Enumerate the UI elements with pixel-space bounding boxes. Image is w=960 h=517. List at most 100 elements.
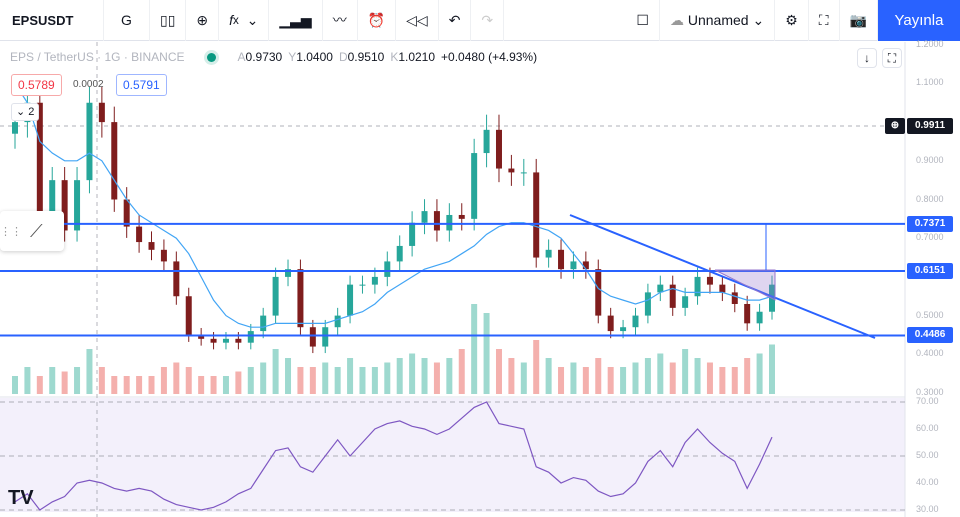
tradingview-logo: TV — [8, 487, 34, 509]
crosshair-price-tag: 0.9911 — [907, 118, 953, 134]
settings-gear-icon[interactable]: ⚙ — [775, 0, 809, 41]
undo-icon[interactable]: ↶ — [439, 0, 472, 41]
volume-bar — [111, 376, 118, 394]
volume-bar — [719, 367, 726, 394]
volume-bar — [558, 367, 565, 394]
snapshot-camera-icon[interactable]: 📷 — [840, 0, 878, 41]
volume-bar — [49, 367, 56, 394]
candle — [582, 261, 589, 270]
candle — [682, 296, 689, 308]
rsi-axis-tick: 50.00 — [916, 450, 939, 460]
buy-button[interactable]: 0.5791 — [116, 74, 167, 96]
candle — [607, 315, 614, 332]
scroll-down-icon[interactable]: ↓ — [857, 48, 877, 68]
layout-name-button[interactable]: ☁ Unnamed ⌄ — [660, 0, 776, 41]
candle — [644, 292, 651, 316]
candle — [136, 226, 143, 243]
volume-bar — [61, 371, 68, 394]
replay-icon[interactable]: ◁◁ — [396, 0, 439, 41]
candle — [744, 303, 751, 324]
volume-bar — [384, 362, 391, 394]
templates-icon[interactable]: ▁▃▅ — [269, 0, 323, 41]
price-axis-tick: 0.8000 — [916, 193, 944, 204]
candle — [433, 211, 440, 231]
price-axis-tick: 0.9000 — [916, 154, 944, 165]
volume-bar — [595, 358, 602, 394]
candle — [334, 315, 341, 328]
volume-bar — [74, 367, 81, 394]
volume-bar — [235, 371, 242, 394]
symbol-search-button[interactable]: EPSUSDT — [0, 0, 104, 41]
volume-bar — [744, 358, 751, 394]
interval-button[interactable]: G — [104, 0, 150, 41]
indicator-templates-icon[interactable]: 〰 — [323, 0, 358, 41]
candle — [483, 129, 490, 154]
volume-bar — [644, 358, 651, 394]
layout-name: Unnamed — [687, 12, 749, 28]
volume-bar — [222, 376, 229, 394]
candle — [359, 284, 366, 286]
volume-bar — [347, 358, 354, 394]
volume-bar — [483, 313, 490, 394]
volume-bar — [632, 362, 639, 394]
volume-bar — [657, 353, 664, 394]
candle — [731, 292, 738, 304]
volume-bar — [769, 344, 775, 394]
candle — [185, 296, 192, 335]
volume-bar — [582, 367, 589, 394]
add-plus-icon[interactable]: ⊕ — [885, 118, 905, 134]
volume-bar — [198, 376, 205, 394]
rsi-pane — [0, 398, 905, 512]
candle — [371, 276, 378, 285]
volume-bar — [570, 362, 577, 394]
alert-icon[interactable]: ⏰ — [358, 0, 397, 41]
volume-bar — [495, 349, 502, 394]
price-axis-tick: 0.3000 — [916, 387, 944, 397]
candle — [322, 327, 329, 347]
candle — [260, 315, 267, 332]
volume-bar — [694, 358, 701, 394]
volume-bar — [409, 353, 416, 394]
volume-bar — [508, 358, 515, 394]
compare-add-icon[interactable]: ⊕ — [186, 0, 220, 41]
trendline-tool-icon[interactable]: ⟋ — [30, 220, 43, 241]
volume-bar — [371, 367, 378, 394]
low-label: D — [338, 50, 348, 64]
candle — [74, 180, 81, 231]
indicator-count: 2 — [28, 106, 35, 118]
redo-icon[interactable]: ↷ — [471, 0, 505, 41]
price-chart[interactable] — [0, 42, 960, 517]
level-price-tag: 0.7371 — [907, 215, 953, 232]
price-axis-tick: 1.1000 — [916, 77, 944, 88]
volume-bar — [706, 362, 713, 394]
candle — [533, 172, 540, 258]
layout-select-icon[interactable]: ☐ — [626, 0, 660, 41]
publish-button[interactable]: Yayınla — [878, 0, 960, 41]
low-value: 0.9510 — [347, 50, 385, 64]
candle — [520, 172, 527, 174]
candles-icon[interactable]: ▯▯ — [150, 0, 187, 41]
volume-bar — [148, 376, 155, 394]
candle — [210, 338, 217, 343]
drag-handle-icon[interactable]: ⋮⋮ — [0, 225, 22, 238]
volume-bar — [471, 304, 478, 394]
volume-bar — [359, 367, 366, 394]
sell-button[interactable]: 0.5789 — [11, 74, 62, 96]
fullscreen-icon[interactable]: ⛶ — [809, 0, 840, 41]
collapse-indicators-button[interactable]: ⌄ 2 — [11, 103, 40, 121]
chart-legend: EPS / TetherUS · 1G · BINANCE A0.9730 Y1… — [10, 50, 537, 64]
volume-bar — [433, 362, 440, 394]
rsi-axis-tick: 40.00 — [916, 477, 939, 487]
volume-bar — [185, 367, 192, 394]
candle — [694, 276, 701, 297]
volume-bar — [123, 376, 130, 394]
volume-bar — [12, 376, 18, 394]
candle — [595, 269, 602, 316]
maximize-icon[interactable]: ⛶ — [882, 48, 902, 68]
volume-bar — [297, 367, 304, 394]
close-value: 1.0210 — [398, 50, 436, 64]
candle — [396, 245, 403, 262]
candle — [173, 261, 180, 297]
volume-bar — [173, 362, 180, 394]
